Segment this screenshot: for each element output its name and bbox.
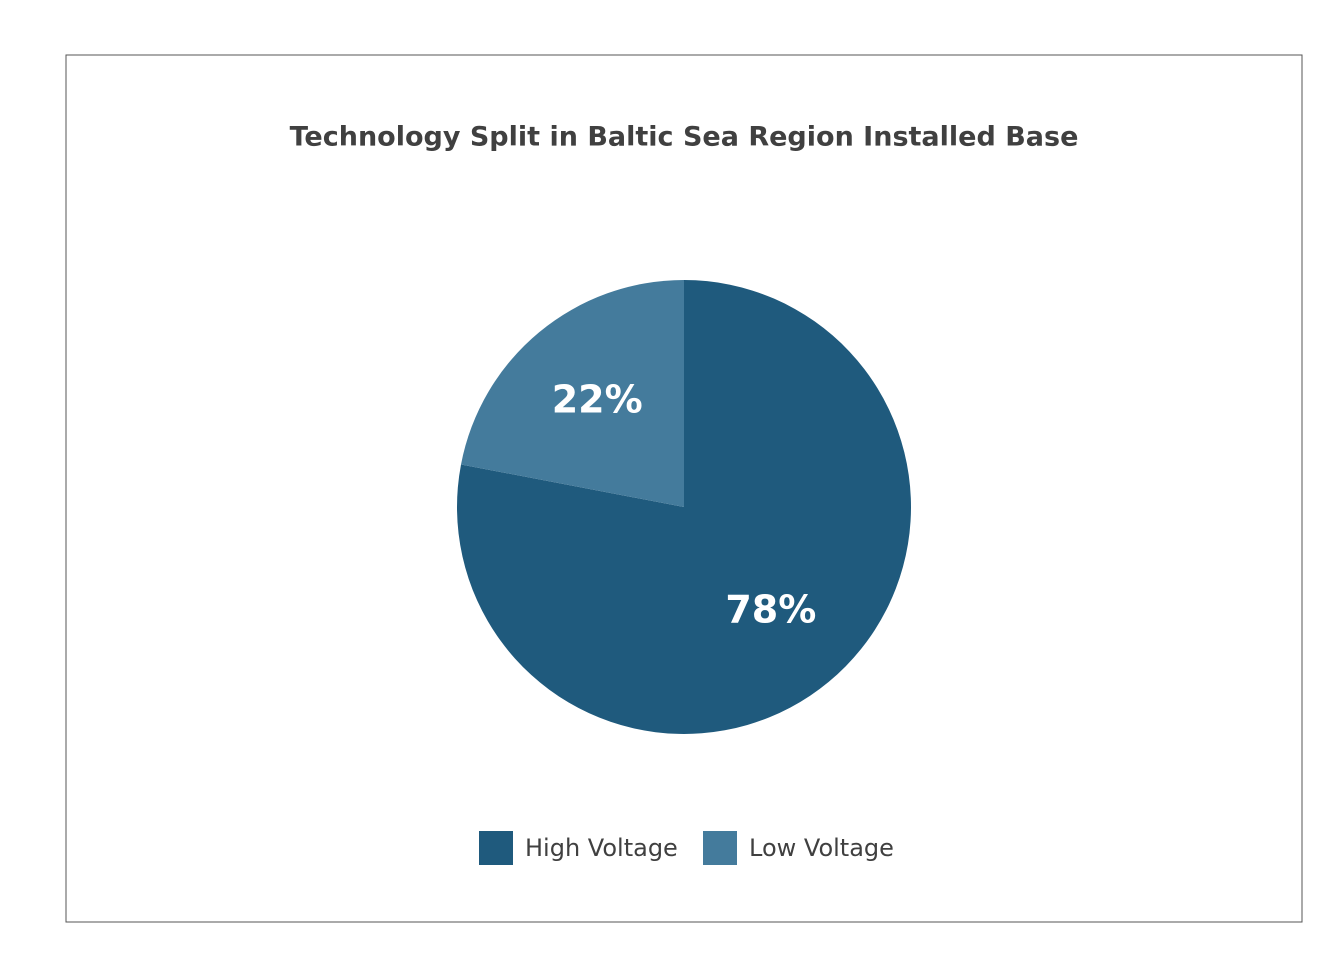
legend-label: High Voltage bbox=[525, 834, 678, 862]
legend-label: Low Voltage bbox=[749, 834, 894, 862]
legend-swatch bbox=[703, 831, 737, 865]
data-label: 78% bbox=[725, 587, 816, 631]
chart-title: Technology Split in Baltic Sea Region In… bbox=[290, 122, 1079, 153]
pie-slice bbox=[461, 280, 684, 507]
data-label: 22% bbox=[552, 378, 643, 422]
legend-swatch bbox=[479, 831, 513, 865]
